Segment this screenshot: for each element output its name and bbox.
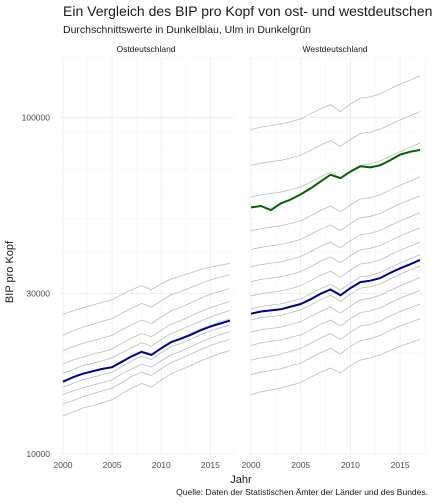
x-axis-title: Jahr [230, 474, 252, 486]
x-tick-label: 2005 [291, 460, 310, 470]
y-tick-label: 30000 [26, 288, 50, 298]
kreis-line [62, 350, 231, 416]
kreis-line [250, 265, 421, 321]
kreis-line [250, 227, 421, 282]
kreis-line [62, 274, 231, 336]
kreis-line [250, 212, 421, 268]
kreis-line [250, 277, 421, 333]
y-axis-title: BIP pro Kopf [4, 240, 16, 303]
kreis-line [62, 339, 231, 405]
y-tick-label: 100000 [22, 112, 51, 122]
x-axis: 2000 2005 2010 2015 2000 2005 2010 2015 [54, 460, 410, 470]
chart-subtitle: Durchschnittswerte in Dunkelblau, Ulm in… [63, 24, 311, 36]
average-line [62, 319, 231, 383]
kreis-line [250, 254, 421, 310]
kreis-line [62, 331, 231, 396]
x-tick-label: 2005 [103, 460, 122, 470]
average-line [250, 258, 421, 315]
kreis-line [250, 142, 421, 198]
chart-title: Ein Vergleich des BIP pro Kopf von ost- … [63, 3, 432, 19]
panel-label-westdeutschland: Westdeutschland [302, 44, 367, 54]
y-axis: 10000 30000 100000 [22, 112, 51, 459]
x-tick-label: 2010 [152, 460, 171, 470]
x-tick-label: 2010 [341, 460, 360, 470]
kreis-line [250, 75, 421, 130]
kreis-line [62, 310, 231, 374]
kreis-line [62, 324, 231, 388]
x-tick-label: 2000 [242, 460, 261, 470]
ulm-line [250, 148, 421, 212]
panel-label-ostdeutschland: Ostdeutschland [116, 44, 175, 54]
kreis-line [62, 263, 231, 315]
panel-westdeutschland [248, 57, 426, 455]
kreis-line [250, 176, 421, 232]
kreis-line [250, 241, 421, 297]
kreis-line [250, 195, 421, 250]
kreis-line [250, 339, 421, 396]
x-tick-label: 2015 [391, 460, 410, 470]
kreis-line [62, 288, 231, 351]
kreis-line [250, 318, 421, 376]
kreis-line [250, 303, 421, 361]
panel-ostdeutschland [60, 57, 236, 455]
y-tick-label: 10000 [26, 449, 50, 459]
x-tick-label: 2015 [201, 460, 220, 470]
kreis-line [62, 301, 231, 365]
chart-caption: Quelle: Daten der Statistischen Ämter de… [176, 487, 428, 497]
kreis-line [250, 290, 421, 346]
x-tick-label: 2000 [54, 460, 73, 470]
kreis-line [250, 111, 421, 166]
